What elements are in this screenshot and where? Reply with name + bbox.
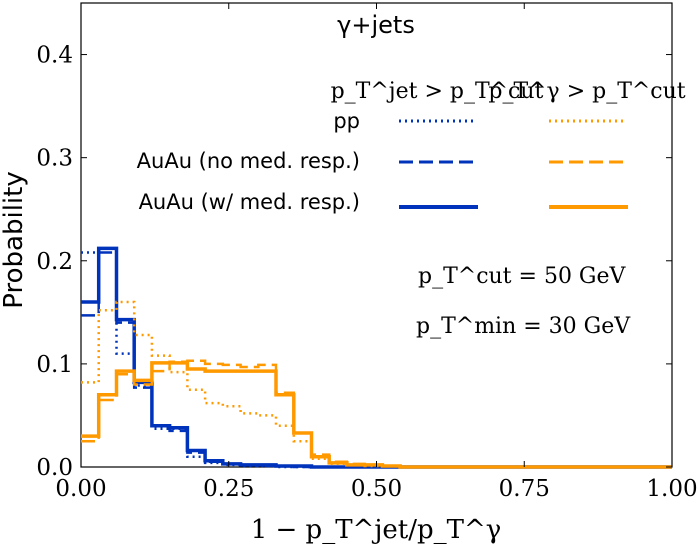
chart-title: γ+jets	[337, 11, 415, 39]
series-photon-solid	[81, 361, 672, 469]
y-tick-label: 0.2	[36, 249, 73, 275]
series-photon-dashed	[81, 359, 672, 469]
y-tick-label: 0.0	[36, 455, 73, 481]
y-tick-label: 0.3	[36, 146, 73, 172]
series-jet-solid	[81, 246, 672, 469]
legend-row-label-auau-no-med: AuAu (no med. resp.)	[137, 149, 360, 173]
y-tick-label: 0.1	[36, 352, 73, 378]
annotation-pt-cut: p_T^cut = 50 GeV	[418, 264, 627, 289]
x-tick-label: 1.00	[646, 476, 697, 502]
legend-row-label-auau-w-med: AuAu (w/ med. resp.)	[139, 190, 360, 214]
plot-frame	[80, 2, 673, 468]
x-axis-label: 1 − p_T^jet/p_T^γ	[251, 515, 502, 545]
x-tick-label: 0.00	[55, 476, 106, 502]
annotation-pt-min: p_T^min = 30 GeV	[416, 314, 631, 339]
x-tick-label: 0.25	[203, 476, 254, 502]
x-tick-label: 0.50	[351, 476, 402, 502]
series-layer	[81, 246, 672, 469]
legend-col-header-jet: p_T^jet > p_T^cut	[331, 79, 544, 104]
legend-row-label-pp: pp	[333, 109, 360, 133]
legend-swatches	[399, 119, 628, 209]
legend-col-header-photon: p_T^γ > p_T^cut	[488, 79, 685, 104]
y-axis-label: Probability	[0, 171, 29, 308]
y-tick-label: 0.4	[36, 43, 73, 69]
ticks-layer: 0.00 0.25 0.50 0.75 1.00 0.0 0.1 0.2 0.3 0.4	[36, 3, 698, 502]
x-tick-label: 0.75	[499, 476, 550, 502]
